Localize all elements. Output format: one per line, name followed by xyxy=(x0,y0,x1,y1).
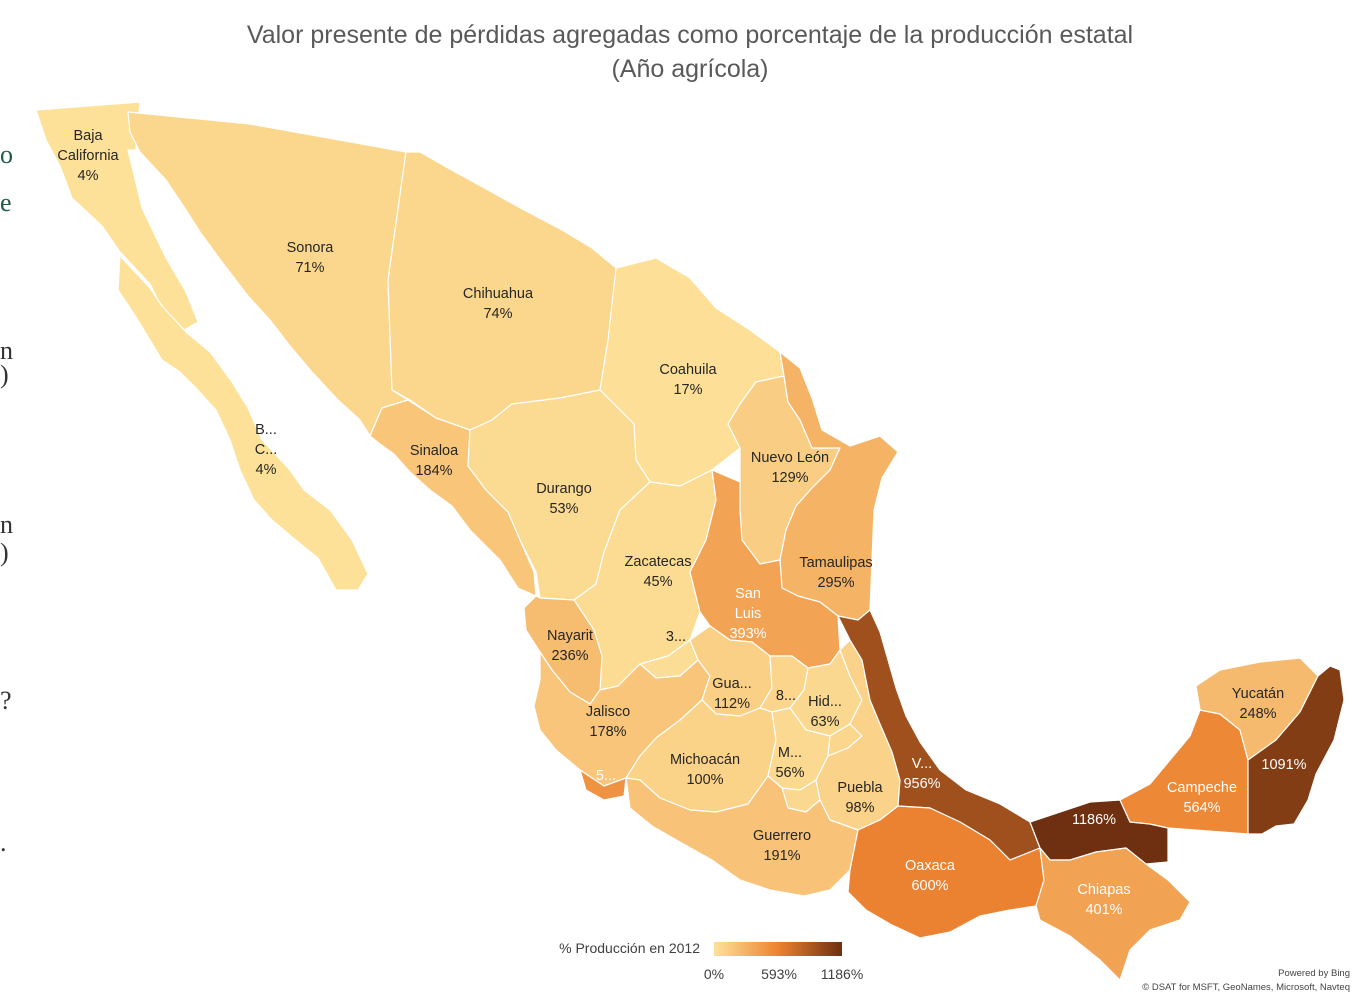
state-label-michoacan-1: 100% xyxy=(686,772,723,788)
state-label-tamaulipas-0: Tamaulipas xyxy=(799,555,872,571)
powered-by-text: Powered by Bing xyxy=(1278,968,1350,979)
state-label-zacatecas-1: 45% xyxy=(643,574,672,590)
legend-tick-mid: 593% xyxy=(761,966,797,982)
state-quintana-roo[interactable] xyxy=(1247,665,1345,835)
state-label-zacatecas-0: Zacatecas xyxy=(625,554,692,570)
left-edge-cut-text: o e n) n)?. xyxy=(0,0,16,1004)
state-label-coahuila-1: 17% xyxy=(673,382,702,398)
state-label-yucatan-0: Yucatán xyxy=(1232,686,1284,702)
state-guerrero[interactable] xyxy=(625,775,859,897)
state-label-san-luis-potosi-0: San xyxy=(735,586,761,602)
chart-title-line-2: (Año agrícola) xyxy=(611,55,769,83)
state-label-veracruz-1: 956% xyxy=(903,776,940,792)
state-label-durango-0: Durango xyxy=(536,481,592,497)
state-label-baja-california-2: 4% xyxy=(78,168,99,184)
state-label-baja-california-sur-2: 4% xyxy=(256,462,277,478)
left-edge-glyph: n xyxy=(0,510,13,539)
left-edge-glyph: . xyxy=(0,828,7,857)
state-label-guanajuato-0: Gua... xyxy=(712,676,752,692)
left-edge-glyph: ? xyxy=(0,686,12,715)
state-label-veracruz-0: V... xyxy=(912,756,932,772)
chart-title: Valor presente de pérdidas agregadas com… xyxy=(180,18,1200,86)
state-label-tabasco-0: 1186% xyxy=(1072,812,1116,828)
state-label-nuevo-leon-1: 129% xyxy=(771,470,808,486)
state-label-sinaloa-1: 184% xyxy=(415,463,452,479)
state-label-san-luis-potosi-1: Luis xyxy=(735,606,762,622)
state-label-oaxaca-1: 600% xyxy=(911,878,948,894)
map-credits-text: © DSAT for MSFT, GeoNames, Microsoft, Na… xyxy=(1142,982,1350,993)
state-label-jalisco-1: 178% xyxy=(589,724,626,740)
state-label-aguascalientes-0: 3... xyxy=(666,629,686,645)
chart-title-line-1: Valor presente de pérdidas agregadas com… xyxy=(246,21,1134,49)
state-label-guerrero-0: Guerrero xyxy=(753,828,811,844)
state-label-michoacan-0: Michoacán xyxy=(670,752,740,768)
state-label-mexico-1: 56% xyxy=(775,765,804,781)
state-label-oaxaca-0: Oaxaca xyxy=(905,858,956,874)
state-label-chihuahua-1: 74% xyxy=(483,306,512,322)
state-chiapas[interactable] xyxy=(1035,847,1191,981)
state-label-hidalgo-0: Hid... xyxy=(808,694,842,710)
state-label-puebla-1: 98% xyxy=(845,800,874,816)
state-label-nuevo-leon-0: Nuevo León xyxy=(751,450,829,466)
legend-color-scale xyxy=(714,942,842,956)
state-label-queretaro-0: 8... xyxy=(776,688,796,704)
left-edge-glyph: o xyxy=(0,140,13,169)
left-edge-glyph: ) xyxy=(0,538,9,567)
state-label-tamaulipas-1: 295% xyxy=(817,575,854,591)
left-edge-glyph: n xyxy=(0,336,13,365)
states-layer xyxy=(35,101,1345,981)
legend-tick-max: 1186% xyxy=(820,966,864,982)
state-label-chiapas-1: 401% xyxy=(1085,902,1122,918)
state-label-baja-california-0: Baja xyxy=(73,128,103,144)
state-label-quintana-roo-0: 1091% xyxy=(1261,757,1306,773)
state-baja-california-sur[interactable] xyxy=(117,255,369,591)
left-edge-glyph: ) xyxy=(0,360,9,389)
state-label-guanajuato-1: 112% xyxy=(714,696,750,712)
left-edge-glyph: e xyxy=(0,188,12,217)
state-label-san-luis-potosi-2: 393% xyxy=(729,626,766,642)
labels-layer: Baja California 4% B... C... 4% Sonora 71% Chihu… xyxy=(57,128,1306,918)
state-colima[interactable] xyxy=(579,769,627,801)
state-label-jalisco-0: Jalisco xyxy=(586,704,630,720)
state-label-nayarit-0: Nayarit xyxy=(547,628,593,644)
state-label-coahuila-0: Coahuila xyxy=(659,362,717,378)
state-label-campeche-0: Campeche xyxy=(1167,780,1237,796)
state-label-yucatan-1: 248% xyxy=(1239,706,1276,722)
state-label-campeche-1: 564% xyxy=(1183,800,1220,816)
state-label-baja-california-sur-1: C... xyxy=(255,442,278,458)
state-label-chiapas-0: Chiapas xyxy=(1077,882,1130,898)
state-label-baja-california-sur-0: B... xyxy=(255,422,277,438)
state-label-puebla-0: Puebla xyxy=(837,780,883,796)
state-label-guerrero-1: 191% xyxy=(763,848,800,864)
state-label-colima-0: 5... xyxy=(596,768,616,784)
state-label-sonora-1: 71% xyxy=(295,260,324,276)
state-label-durango-1: 53% xyxy=(549,501,578,517)
state-label-baja-california-1: California xyxy=(57,148,119,164)
state-label-mexico-0: M... xyxy=(778,745,802,761)
state-label-sonora-0: Sonora xyxy=(287,240,335,256)
legend-title: % Producción en 2012 xyxy=(559,940,700,956)
state-label-hidalgo-1: 63% xyxy=(810,714,839,730)
state-label-chihuahua-0: Chihuahua xyxy=(463,286,534,302)
legend-tick-min: 0% xyxy=(703,966,725,982)
state-label-nayarit-1: 236% xyxy=(551,648,588,664)
state-label-sinaloa-0: Sinaloa xyxy=(410,443,459,459)
